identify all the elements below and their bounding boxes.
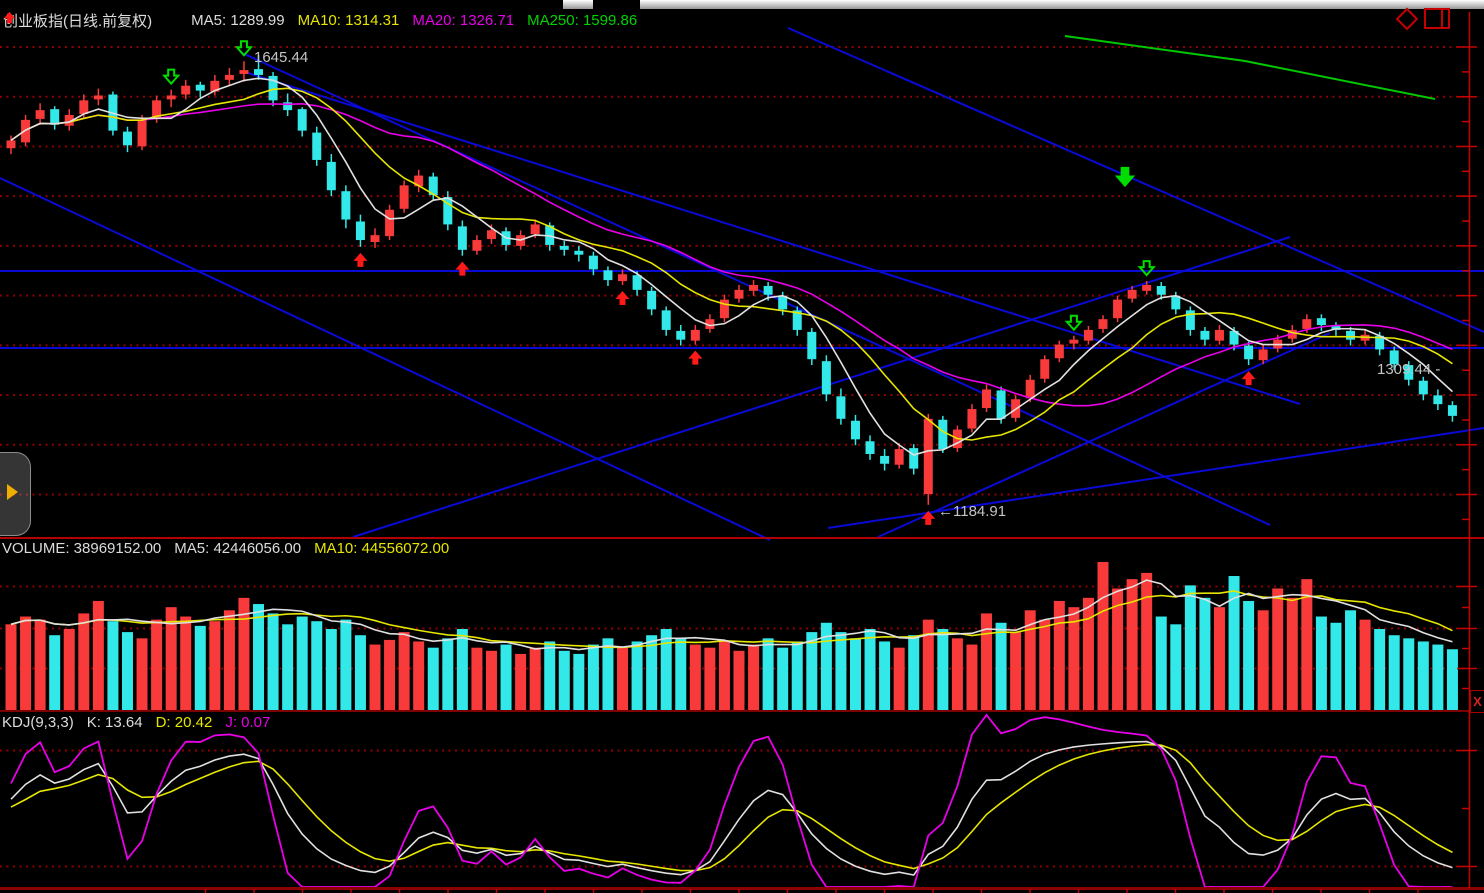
volume-header: VOLUME: 38969152.00 MA5: 42446056.00 MA1… <box>2 540 449 557</box>
kdj-name: KDJ(9,3,3) <box>2 714 74 731</box>
time-axis-ticks <box>204 889 1419 893</box>
symbol-title: 创业板指(日线.前复权) <box>3 13 153 30</box>
candles-layer <box>6 54 1457 505</box>
volume-ma5-value: MA5: 42446056.00 <box>174 540 302 557</box>
ma250-line <box>1064 35 1436 100</box>
volume-ma10-value: MA10: 44556072.00 <box>314 540 450 557</box>
expand-side-panel-tab[interactable] <box>0 452 31 536</box>
toolbar-strip <box>640 0 1484 9</box>
sell-signal-arrow <box>161 68 181 86</box>
trend-lines <box>0 27 1484 541</box>
main-chart-header: 创业板指(日线.前复权) MA5: 1289.99 MA10: 1314.31 … <box>3 10 637 31</box>
latest-price-label: 1309.44 - <box>1377 361 1441 378</box>
buy-signal-arrow <box>921 510 936 525</box>
buy-signal-arrow <box>353 252 368 267</box>
kdj-lines <box>10 713 1453 888</box>
buy-signal-arrow <box>455 261 470 276</box>
kdj-k-value: K: 13.64 <box>86 714 143 731</box>
kdj-header: KDJ(9,3,3) K: 13.64 D: 20.42 J: 0.07 <box>2 714 270 731</box>
buy-signal-arrow <box>688 350 703 365</box>
panel-dividers <box>0 537 1484 890</box>
kdj-d-value: D: 20.42 <box>155 714 213 731</box>
volume-ma-lines <box>10 579 1453 651</box>
trough-price-label: ←1184.91 <box>938 503 1007 520</box>
volume-bars <box>5 562 1458 710</box>
split-window-divider <box>1441 10 1443 27</box>
right-axis <box>1457 12 1477 888</box>
ma20-value: MA20: 1326.71 <box>412 12 515 29</box>
buy-signal-arrow <box>615 290 630 305</box>
split-window-icon[interactable] <box>1424 8 1450 29</box>
ma250-value: MA250: 1599.86 <box>527 12 638 29</box>
toolbar-fragment <box>563 0 593 9</box>
sell-signal-arrow <box>1137 260 1156 277</box>
signal-arrows <box>161 40 1256 525</box>
ma10-value: MA10: 1314.31 <box>297 12 400 29</box>
buy-signal-arrow <box>1241 371 1256 386</box>
peak-price-label: 1645.44 <box>254 49 309 66</box>
sell-signal-arrow <box>234 40 254 57</box>
sell-signal-arrow <box>1064 314 1084 332</box>
ma5-value: MA5: 1289.99 <box>191 12 285 29</box>
volume-value: VOLUME: 38969152.00 <box>2 540 162 557</box>
main-ma-lines <box>10 77 1453 456</box>
close-indicator-button[interactable]: X <box>1470 690 1484 713</box>
kdj-j-value: J: 0.07 <box>225 714 271 731</box>
grid-lines <box>0 46 1469 868</box>
expand-side-panel-arrow-icon <box>7 484 18 500</box>
up-arrow-icon <box>3 11 178 28</box>
major-sell-signal-arrow <box>1114 166 1136 188</box>
